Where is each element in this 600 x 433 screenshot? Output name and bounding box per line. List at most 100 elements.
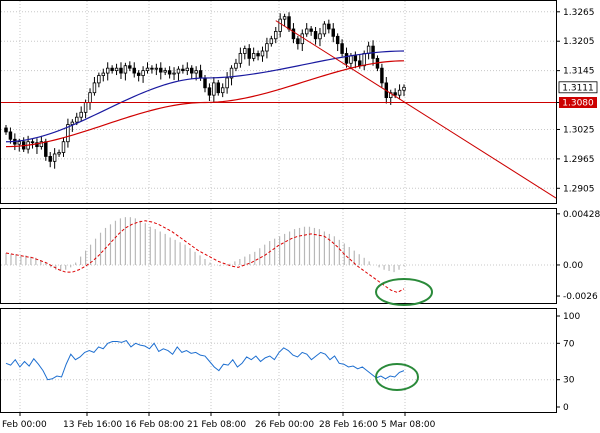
trendline[interactable] [275, 20, 557, 199]
rsi-highlight-ellipse [375, 363, 419, 391]
candle-body [110, 67, 114, 72]
candle-body [181, 68, 185, 72]
candle-body [123, 65, 128, 74]
candle-body [269, 38, 274, 45]
candle-body [44, 141, 48, 157]
candle-body [353, 55, 358, 62]
rsi-line [5, 339, 405, 381]
candle-body [101, 72, 106, 76]
price-tick-label: 1.3025 [563, 125, 595, 135]
rsi-tick-label: 100 [563, 312, 580, 322]
price-candles [4, 12, 406, 169]
candle-body [207, 87, 212, 96]
candle-body [247, 48, 251, 59]
price-panel[interactable]: 1.3265 1.3205 1.3145 1.3080 1.3025 1.2965 1.29… [0, 0, 598, 204]
candle-body [322, 23, 327, 35]
candle-body [198, 70, 203, 79]
candle-body [260, 50, 265, 57]
candle-body [83, 102, 88, 113]
rsi-tick-label: 30 [563, 376, 575, 386]
candle-body [167, 70, 172, 75]
candle-body [265, 43, 269, 52]
candle-body [393, 92, 397, 96]
candle-body [256, 53, 260, 57]
candle-body [238, 53, 243, 64]
candle-body [278, 18, 282, 32]
candle-body [48, 156, 52, 162]
candle-body [141, 70, 145, 76]
candle-body [349, 55, 353, 64]
candle-body [344, 53, 349, 64]
candle-body [136, 72, 141, 76]
candle-body [340, 43, 344, 54]
macd-signal-line [5, 220, 405, 293]
candle-body [97, 75, 101, 84]
candle-body [185, 67, 190, 72]
price-tick-label: 1.3265 [563, 8, 595, 18]
candle-body [61, 141, 66, 153]
candle-body [327, 23, 331, 30]
candle-body [389, 92, 393, 98]
candle-body [234, 62, 238, 69]
candle-body [331, 28, 335, 37]
macd-axis: 0.00428 0.00 -0.0026 [556, 210, 600, 302]
macd-panel-frame [0, 208, 557, 304]
candle-body [57, 152, 61, 155]
candle-body [366, 45, 371, 54]
candle-body [397, 89, 402, 96]
candle-body [105, 67, 110, 74]
candle-body [154, 67, 159, 70]
level-price-tag: 1.3080 [559, 97, 597, 109]
time-tick-label: 16 Feb 08:00 [125, 420, 184, 430]
candle-body [300, 33, 305, 45]
candle-body [92, 82, 97, 94]
candle-body [291, 28, 296, 40]
candle-body [52, 153, 57, 162]
current-price-tag: 1.3111 [558, 81, 598, 93]
candle-body [282, 16, 287, 20]
candle-body [203, 77, 207, 89]
ma-fast-line [5, 50, 405, 143]
macd-panel[interactable]: 0.00428 0.00 -0.0026 [0, 208, 600, 306]
candle-body [8, 131, 13, 140]
candle-body [304, 28, 309, 35]
candle-body [216, 82, 220, 94]
candle-body [229, 67, 234, 79]
macd-tick-label: 0.00 [563, 261, 583, 271]
time-tick-label: 13 Feb 16:00 [63, 420, 122, 430]
candle-body [335, 35, 340, 45]
candle-body [220, 87, 225, 94]
candle-body [318, 33, 322, 40]
candle-body [128, 65, 132, 69]
candle-body [39, 141, 44, 148]
time-tick-label: 28 Feb 16:00 [319, 420, 378, 430]
level-price-label: 1.3080 [562, 99, 594, 109]
price-tick-label: 1.3145 [563, 67, 595, 77]
rsi-axis: 100 70 30 0 [556, 312, 580, 413]
current-price-label: 1.3111 [562, 83, 594, 93]
candle-body [75, 116, 79, 123]
candle-body [402, 86, 406, 91]
candle-body [296, 38, 300, 45]
candle-body [4, 127, 8, 133]
candle-body [212, 82, 216, 96]
candle-body [287, 16, 291, 30]
time-tick-label: 5 Mar 08:00 [381, 420, 436, 430]
price-tick-label: 1.2965 [563, 155, 595, 165]
candle-body [225, 77, 229, 89]
candle-body [79, 111, 83, 118]
candle-body [362, 53, 366, 67]
candle-body [274, 31, 278, 40]
candle-body [163, 70, 167, 73]
candle-body [30, 141, 35, 144]
price-tick-label: 1.2905 [563, 184, 595, 194]
macd-histogram [5, 217, 405, 273]
candle-body [194, 70, 198, 74]
macd-tick-label: -0.0026 [563, 292, 598, 302]
candle-body [309, 28, 313, 32]
macd-grid [1, 209, 556, 303]
macd-tick-label: 0.00428 [563, 210, 600, 220]
time-axis: Feb 00:00 13 Feb 16:00 16 Feb 08:00 21 Feb … [2, 412, 436, 430]
